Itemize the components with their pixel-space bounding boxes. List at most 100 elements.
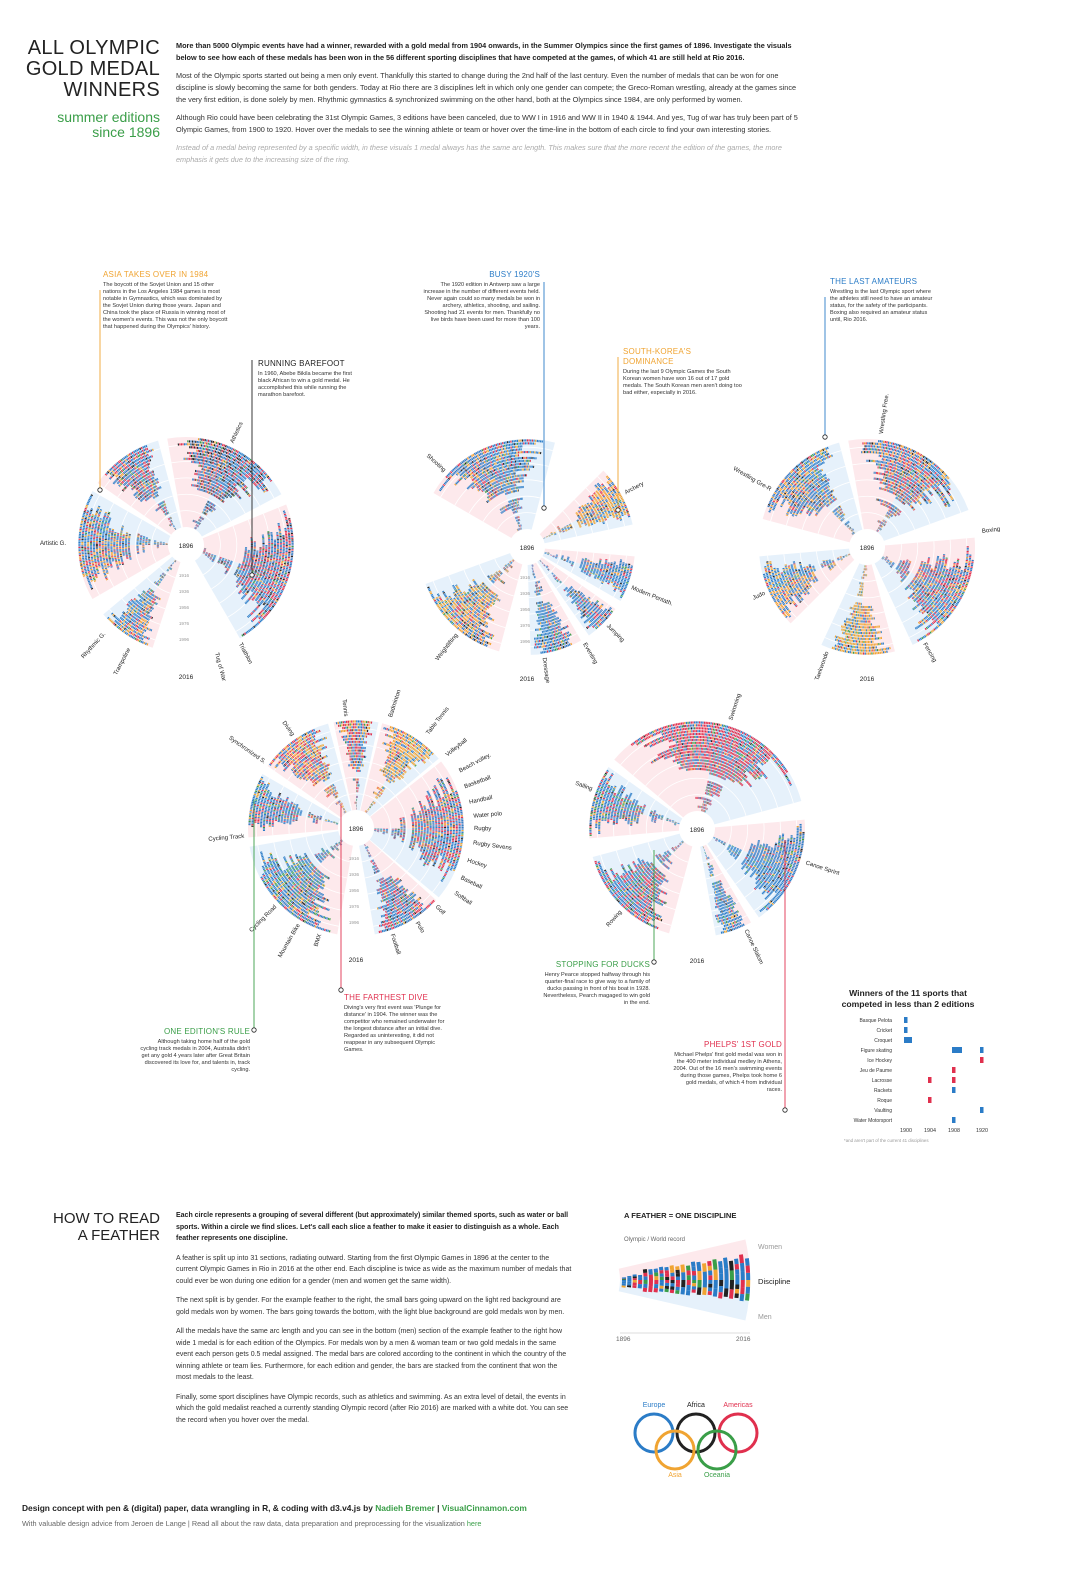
medal-bar[interactable] bbox=[221, 446, 223, 449]
medal-bar[interactable] bbox=[116, 542, 119, 543]
medal-bar[interactable] bbox=[257, 561, 260, 563]
medal-bar[interactable] bbox=[113, 547, 116, 549]
medal-bar[interactable] bbox=[212, 440, 215, 444]
medal-bar[interactable] bbox=[249, 557, 252, 559]
medal-bar[interactable] bbox=[236, 580, 239, 583]
medal-bar[interactable] bbox=[195, 458, 197, 461]
medal-bar[interactable] bbox=[210, 470, 213, 473]
medal-bar[interactable] bbox=[124, 546, 127, 547]
medal-bar[interactable] bbox=[252, 569, 255, 571]
medal-bar[interactable] bbox=[233, 462, 236, 465]
medal-bar[interactable] bbox=[207, 478, 209, 481]
medal-bar[interactable] bbox=[220, 443, 223, 446]
medal-bar[interactable] bbox=[195, 523, 197, 526]
medal-bar[interactable] bbox=[84, 540, 87, 542]
medal-bar[interactable] bbox=[241, 571, 244, 574]
medal-bar[interactable] bbox=[197, 521, 199, 524]
medal-bar[interactable] bbox=[208, 552, 211, 554]
medal-bar[interactable] bbox=[199, 519, 202, 522]
medal-bar[interactable] bbox=[200, 450, 203, 453]
medal-bar[interactable] bbox=[195, 484, 197, 487]
medal-bar[interactable] bbox=[246, 556, 249, 558]
medal-bar[interactable] bbox=[232, 486, 235, 489]
medal-bar[interactable] bbox=[197, 482, 199, 485]
medal-bar[interactable] bbox=[248, 494, 251, 497]
medal-bar[interactable] bbox=[248, 570, 251, 572]
medal-bar[interactable] bbox=[237, 467, 240, 471]
medal-bar[interactable] bbox=[525, 459, 527, 462]
medal-bar[interactable] bbox=[528, 439, 530, 442]
medal-bar[interactable] bbox=[233, 494, 236, 497]
medal-bar[interactable] bbox=[193, 520, 195, 523]
medal-bar[interactable] bbox=[242, 488, 246, 491]
medal-bar[interactable] bbox=[203, 512, 206, 515]
medal-bar[interactable] bbox=[246, 558, 249, 560]
medal-bar[interactable] bbox=[84, 551, 87, 553]
medal-bar[interactable] bbox=[222, 564, 225, 566]
medal-bar[interactable] bbox=[247, 552, 250, 554]
medal-bar[interactable] bbox=[527, 468, 529, 471]
medal-bar[interactable] bbox=[87, 551, 90, 553]
medal-bar[interactable] bbox=[78, 543, 81, 545]
medal-bar[interactable] bbox=[273, 541, 277, 543]
medal-bar[interactable] bbox=[243, 557, 246, 559]
medal-bar[interactable] bbox=[240, 566, 244, 568]
medal-bar[interactable] bbox=[237, 573, 240, 576]
medal-bar[interactable] bbox=[208, 460, 211, 464]
medal-bar[interactable] bbox=[201, 468, 203, 471]
medal-bar[interactable] bbox=[220, 481, 223, 485]
medal-bar[interactable] bbox=[237, 584, 240, 587]
medal-bar[interactable] bbox=[248, 560, 252, 562]
medal-bar[interactable] bbox=[222, 489, 225, 492]
medal-bar[interactable] bbox=[276, 541, 280, 544]
medal-bar[interactable] bbox=[223, 490, 226, 493]
medal-bar[interactable] bbox=[235, 467, 238, 470]
medal-bar[interactable] bbox=[241, 467, 244, 470]
medal-bar[interactable] bbox=[127, 545, 130, 547]
medal-bar[interactable] bbox=[212, 468, 215, 471]
medal-bar[interactable] bbox=[215, 444, 217, 447]
medal-bar[interactable] bbox=[119, 549, 122, 550]
medal-bar[interactable] bbox=[219, 458, 222, 461]
medal-bar[interactable] bbox=[209, 446, 212, 449]
medal-bar[interactable] bbox=[249, 569, 252, 571]
medal-bar[interactable] bbox=[232, 455, 235, 458]
medal-bar[interactable] bbox=[101, 537, 105, 539]
medal-bar[interactable] bbox=[188, 451, 190, 455]
medal-bar[interactable] bbox=[192, 452, 195, 455]
medal-bar[interactable] bbox=[243, 558, 246, 560]
medal-bar[interactable] bbox=[207, 556, 210, 558]
medal-bar[interactable] bbox=[248, 561, 251, 563]
medal-bar[interactable] bbox=[81, 551, 84, 553]
medal-bar[interactable] bbox=[262, 550, 265, 552]
medal-bar[interactable] bbox=[244, 462, 247, 465]
medal-bar[interactable] bbox=[279, 540, 282, 542]
medal-bar[interactable] bbox=[254, 571, 257, 573]
medal-bar[interactable] bbox=[202, 518, 205, 521]
medal-bar[interactable] bbox=[279, 537, 282, 539]
medal-bar[interactable] bbox=[113, 549, 116, 551]
medal-bar[interactable] bbox=[229, 460, 232, 463]
medal-bar[interactable] bbox=[258, 557, 261, 560]
medal-bar[interactable] bbox=[259, 475, 262, 478]
medal-bar[interactable] bbox=[237, 583, 240, 586]
medal-bar[interactable] bbox=[225, 474, 228, 477]
medal-bar[interactable] bbox=[287, 532, 291, 535]
medal-bar[interactable] bbox=[208, 448, 211, 452]
medal-bar[interactable] bbox=[104, 537, 107, 539]
medal-bar[interactable] bbox=[195, 452, 197, 455]
medal-bar[interactable] bbox=[252, 476, 255, 480]
medal-bar[interactable] bbox=[240, 566, 243, 569]
medal-bar[interactable] bbox=[230, 488, 233, 491]
medal-bar[interactable] bbox=[246, 559, 249, 561]
medal-bar[interactable] bbox=[191, 452, 193, 455]
medal-bar[interactable] bbox=[200, 479, 202, 482]
medal-bar[interactable] bbox=[223, 463, 226, 466]
medal-bar[interactable] bbox=[191, 484, 193, 487]
medal-bar[interactable] bbox=[265, 551, 268, 553]
medal-bar[interactable] bbox=[239, 484, 242, 487]
medal-bar[interactable] bbox=[220, 499, 223, 502]
medal-bar[interactable] bbox=[276, 536, 279, 538]
medal-bar[interactable] bbox=[203, 551, 206, 553]
medal-bar[interactable] bbox=[93, 549, 96, 551]
